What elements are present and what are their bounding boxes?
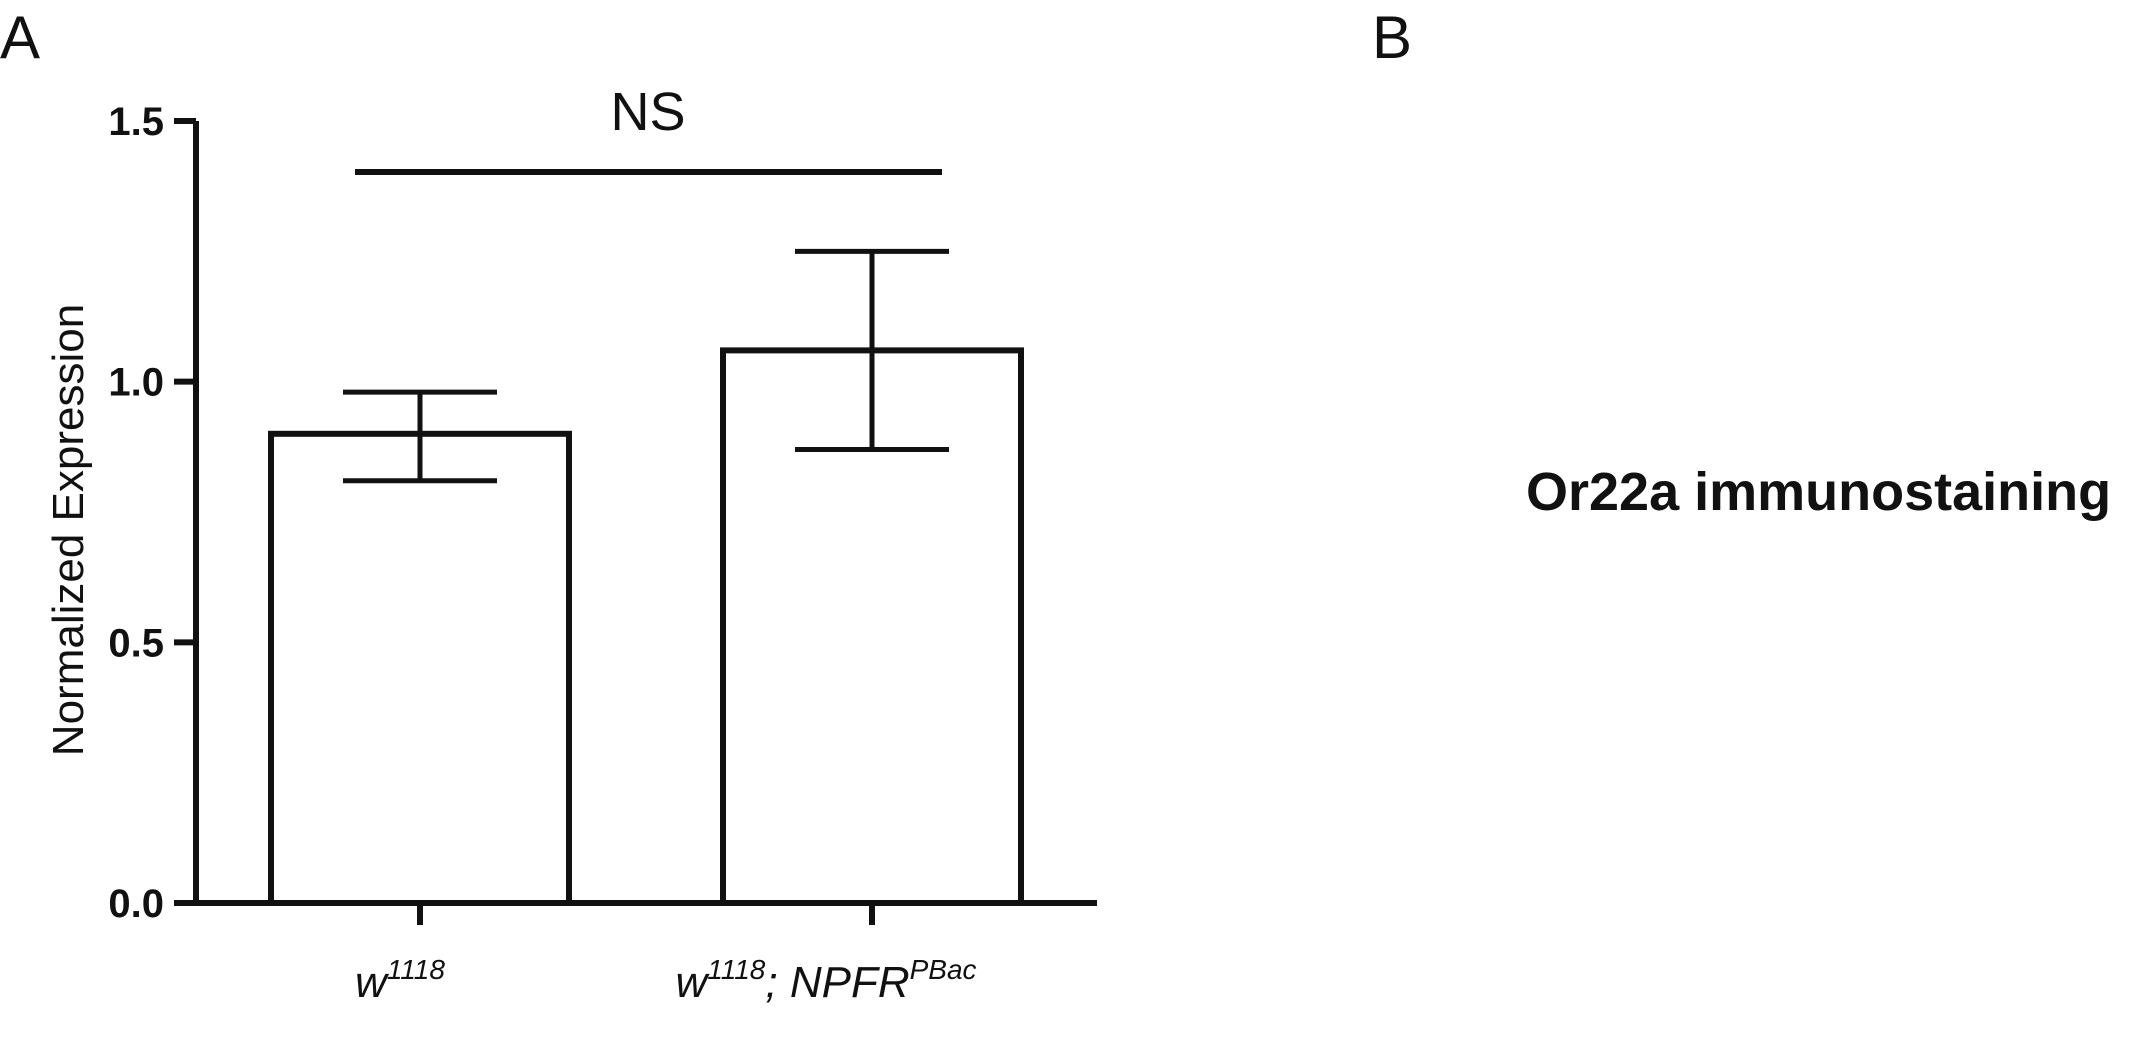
bar-chart: 0.0 0.5 1.0 1.5 w1118 w1118; NPFRPBac Normaliz… xyxy=(44,82,1097,1007)
x-category-label-0: w1118 xyxy=(355,954,445,1007)
bar-0 xyxy=(268,430,572,906)
panel-a-label: A xyxy=(0,4,40,71)
y-tick-label-1: 0.5 xyxy=(108,621,164,665)
y-tick-label-0: 0.0 xyxy=(108,882,164,926)
y-axis-title: Normalized Expression xyxy=(44,304,93,756)
panel-b-label: B xyxy=(1372,4,1412,71)
x-category-label-1: w1118; NPFRPBac xyxy=(675,954,976,1007)
y-tick-label-2: 1.0 xyxy=(108,361,164,405)
y-tick-label-3: 1.5 xyxy=(108,100,164,144)
panel-b-caption: Or22a immunostaining xyxy=(1526,462,2111,522)
significance-label: NS xyxy=(610,82,685,142)
